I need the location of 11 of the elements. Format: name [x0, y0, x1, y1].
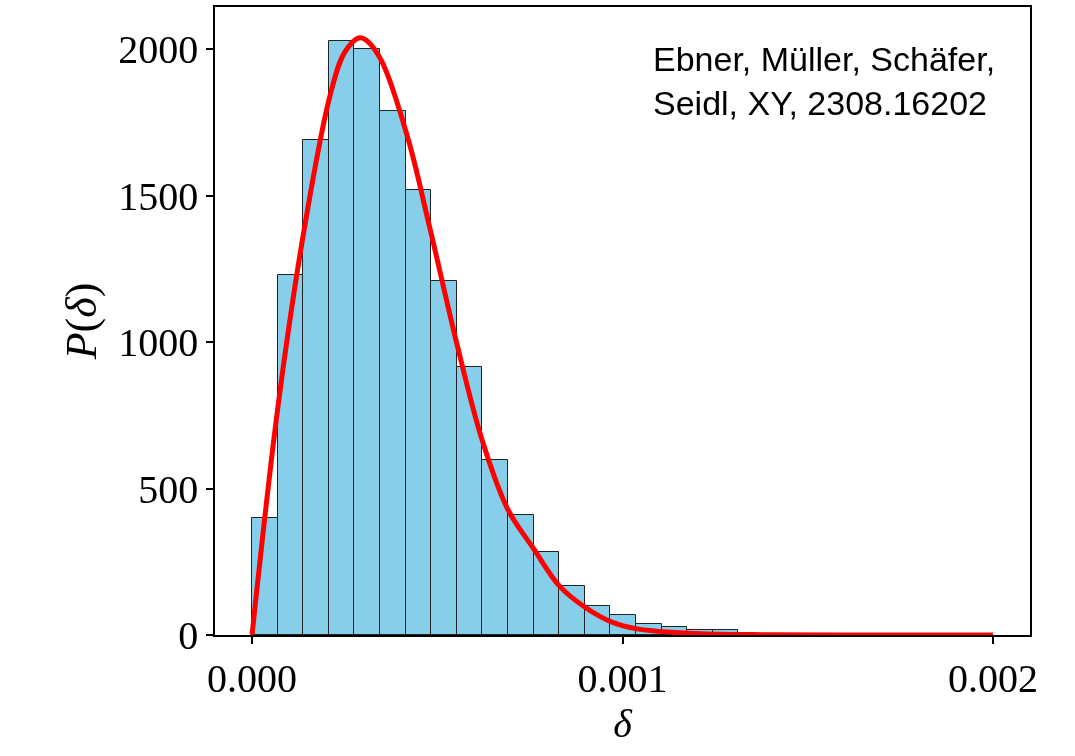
- x-tick-label: 0.001: [577, 655, 668, 701]
- y-tick-label: 1500: [118, 173, 199, 219]
- y-axis-title: P(δ): [56, 282, 106, 361]
- annotation: Ebner, Müller, Schäfer, Seidl, XY, 2308.16202: [653, 40, 996, 123]
- y-tick-label: 0: [178, 613, 199, 658]
- x-tick-label: 0.000: [207, 655, 298, 701]
- x-tick-label: 0.002: [947, 655, 1038, 701]
- y-tick-label: 2000: [118, 27, 199, 73]
- y-tick-label: 1000: [118, 320, 199, 366]
- y-tick-label: 500: [138, 466, 199, 512]
- x-axis-title: δ: [613, 700, 634, 746]
